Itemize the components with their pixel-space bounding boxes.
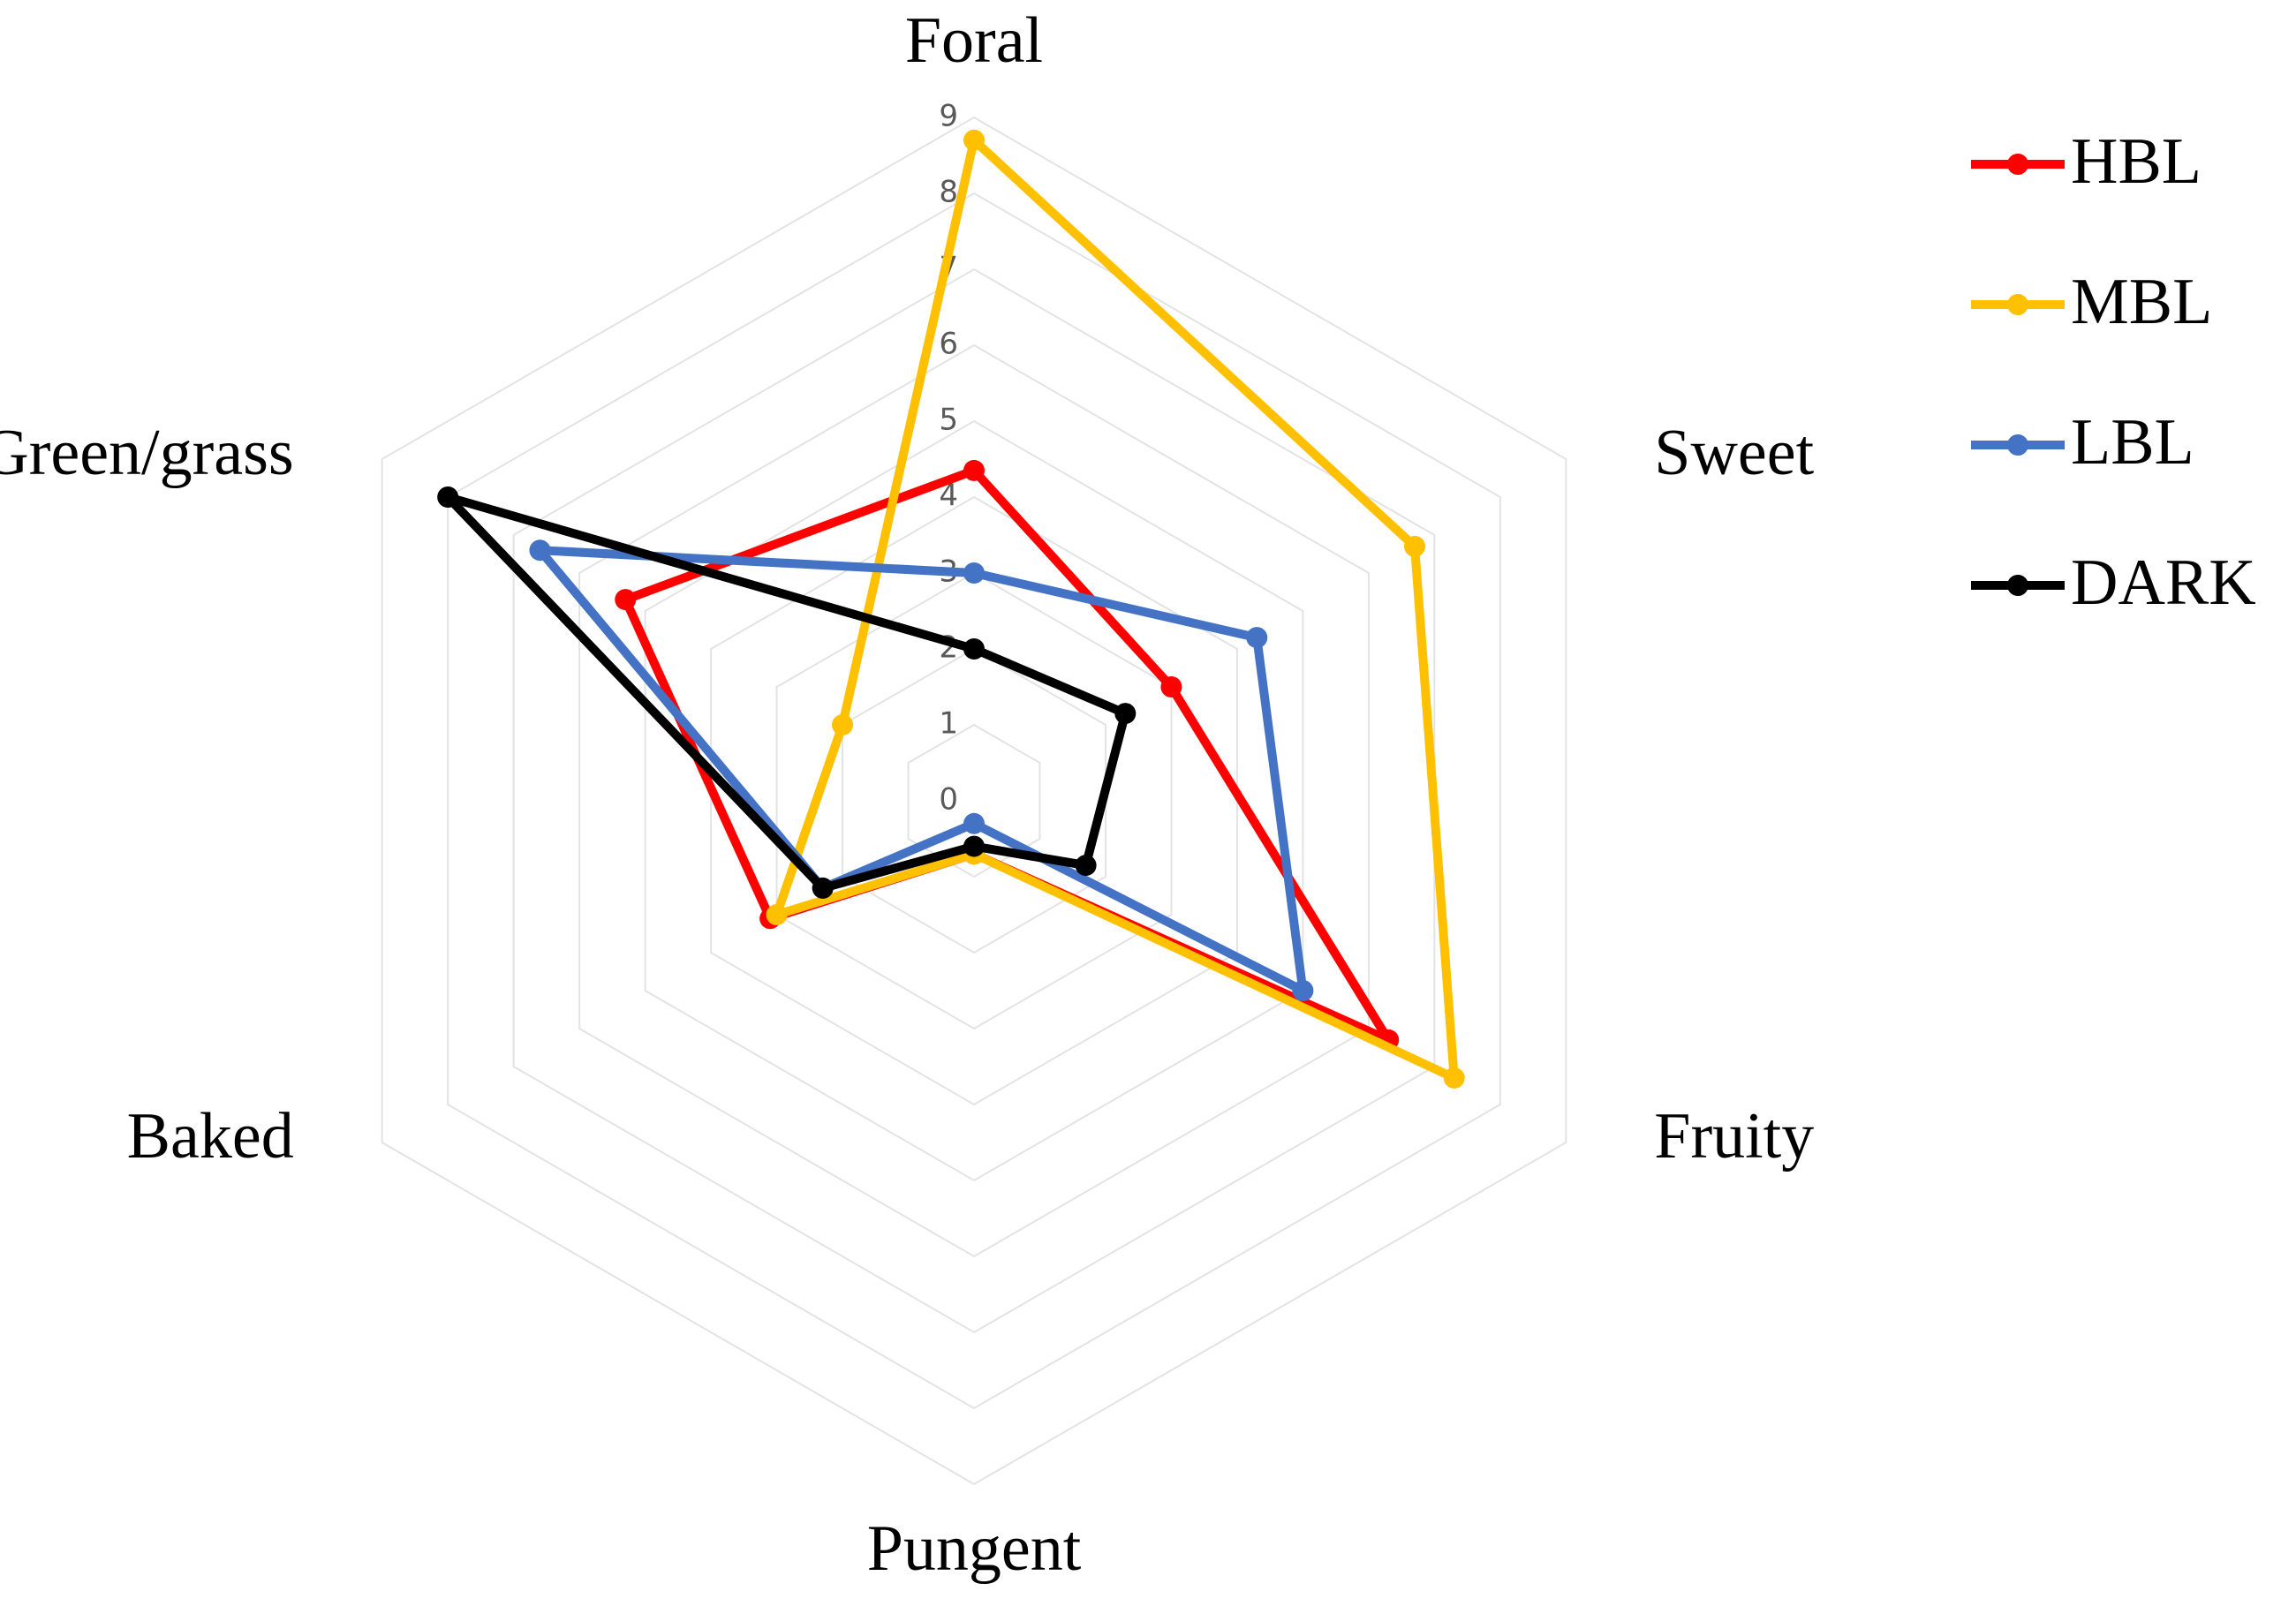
category-label: Foral xyxy=(905,4,1043,77)
data-point xyxy=(963,562,985,584)
data-point xyxy=(766,904,788,925)
grid-ring xyxy=(907,723,1041,878)
grid-ring xyxy=(842,647,1106,954)
category-label: Green/grass xyxy=(0,417,294,489)
r-tick-label: 4 xyxy=(939,479,958,514)
data-point xyxy=(437,486,459,508)
data-point xyxy=(1114,703,1137,725)
data-point xyxy=(963,129,985,151)
grid-ring xyxy=(381,116,1567,1486)
r-tick-label: 0 xyxy=(939,782,958,818)
grid-ring xyxy=(578,343,1370,1258)
grid-ring xyxy=(447,192,1501,1410)
data-point xyxy=(1443,1067,1465,1089)
data-point xyxy=(832,714,854,735)
category-label: Pungent xyxy=(867,1512,1082,1585)
legend-label: MBL xyxy=(2071,266,2212,338)
r-tick-label: 1 xyxy=(939,706,958,742)
category-label: Baked xyxy=(127,1100,294,1172)
data-point xyxy=(529,539,551,562)
series-line xyxy=(535,546,1308,995)
data-point xyxy=(963,459,985,481)
data-point xyxy=(1160,676,1182,697)
data-point xyxy=(963,638,985,660)
data-point xyxy=(812,877,834,899)
category-label: Sweet xyxy=(1654,417,1814,489)
legend-marker xyxy=(2007,294,2028,315)
category-label: Fruity xyxy=(1654,1100,1814,1172)
r-tick-label: 6 xyxy=(939,327,958,362)
data-point xyxy=(963,812,985,834)
legend-label: DARK xyxy=(2071,547,2256,619)
r-tick-label: 9 xyxy=(939,99,958,134)
data-point xyxy=(963,835,985,857)
data-point xyxy=(1246,627,1268,649)
legend-label: LBL xyxy=(2071,406,2194,479)
legend-label: HBL xyxy=(2071,125,2202,198)
r-tick-label: 5 xyxy=(939,403,958,438)
data-point xyxy=(1292,980,1314,1001)
grid-ring xyxy=(512,268,1436,1334)
data-point xyxy=(1404,535,1426,557)
r-tick-label: 8 xyxy=(939,175,958,210)
grid-ring xyxy=(644,419,1304,1182)
legend-marker xyxy=(2007,575,2028,596)
legend-marker xyxy=(2007,434,2028,456)
legend-marker xyxy=(2007,154,2028,175)
grid-ring xyxy=(710,495,1238,1106)
data-point xyxy=(615,589,637,611)
data-point xyxy=(1075,855,1097,877)
